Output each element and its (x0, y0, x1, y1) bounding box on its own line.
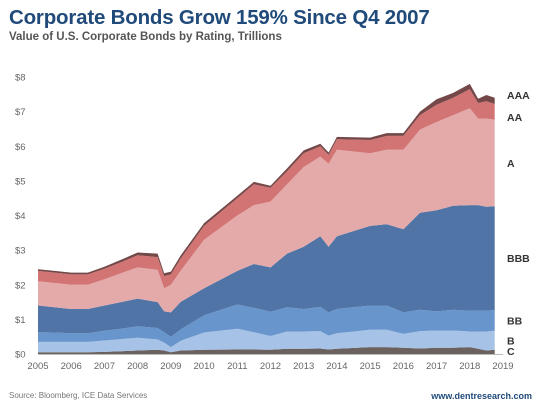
y-tick-label: $7 (15, 107, 26, 118)
x-tick-label: 2013 (293, 361, 314, 372)
y-tick-label: $2 (15, 280, 26, 291)
area-layers (38, 83, 495, 354)
series-label-c: C (507, 346, 515, 358)
x-tick-label: 2017 (426, 361, 447, 372)
y-tick-label: $8 (15, 73, 26, 84)
area-bb (38, 304, 495, 348)
chart-title: Corporate Bonds Grow 159% Since Q4 2007 (9, 6, 430, 29)
chart-subtitle: Value of U.S. Corporate Bonds by Rating,… (9, 31, 282, 43)
y-tick-label: $0 (15, 350, 26, 361)
area-bbb (38, 205, 495, 337)
series-label-b: B (507, 335, 515, 347)
y-tick-label: $1 (15, 315, 26, 326)
y-tick-label: $6 (15, 142, 26, 153)
x-tick-label: 2007 (94, 361, 115, 372)
x-tick-label: 2005 (27, 361, 48, 372)
area-aa (38, 89, 495, 289)
x-tick-label: 2009 (160, 361, 181, 372)
series-label-a: A (507, 158, 515, 170)
source-note: Source: Bloomberg, ICE Data Services (9, 391, 148, 400)
series-label-bb: BB (507, 315, 523, 327)
area-a (38, 108, 495, 313)
website-link[interactable]: www.dentresearch.com (431, 391, 532, 401)
y-tick-label: $5 (15, 176, 26, 187)
series-label-bbb: BBB (507, 253, 530, 265)
y-tick-label: $4 (15, 211, 26, 222)
x-tick-label: 2011 (227, 361, 247, 372)
series-label-aaa: AAA (507, 90, 530, 102)
x-tick-label: 2016 (393, 361, 414, 372)
x-tick-label: 2019 (492, 361, 513, 372)
x-tick-label: 2012 (260, 361, 281, 372)
area-c (38, 347, 495, 354)
x-tick-label: 2015 (360, 361, 381, 372)
axes: $0 $1 $2 $3 $4 $5 $6 $7 $8 2005 2006 2007 2008 2009 20… (15, 73, 514, 373)
area-b (38, 328, 495, 353)
series-label-aa: AA (507, 112, 523, 124)
y-tick-label: $3 (15, 246, 26, 257)
x-tick-label: 2010 (194, 361, 215, 372)
x-tick-label: 2014 (326, 361, 347, 372)
x-tick-label: 2018 (459, 361, 480, 372)
x-tick-label: 2006 (61, 361, 82, 372)
x-tick-label: 2008 (127, 361, 148, 372)
